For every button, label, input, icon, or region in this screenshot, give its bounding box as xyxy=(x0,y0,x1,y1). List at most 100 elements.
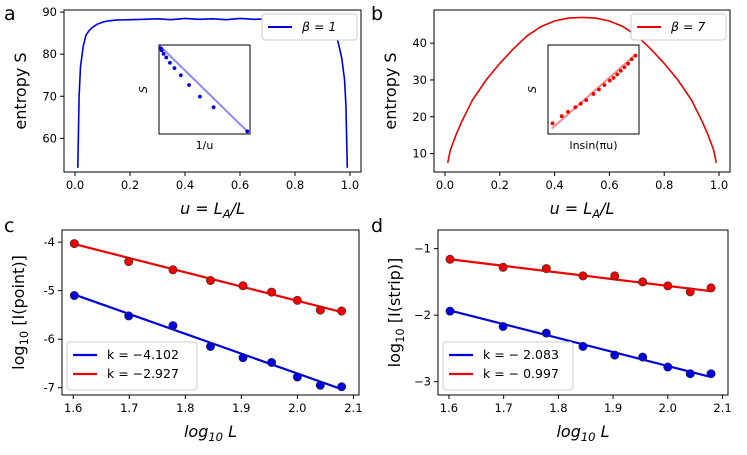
legend-label: k = − 2.083 xyxy=(483,347,559,362)
y-tick-label: 20 xyxy=(412,110,427,124)
inset-point xyxy=(178,73,183,78)
y-tick-label: −1 xyxy=(414,242,431,256)
legend-label: β = 7 xyxy=(670,19,705,34)
data-point xyxy=(541,264,551,274)
data-point xyxy=(610,271,620,281)
data-point xyxy=(638,352,648,362)
x-tick-label: 1.9 xyxy=(232,401,250,415)
inset-point xyxy=(566,109,570,114)
data-point xyxy=(69,239,79,249)
data-point xyxy=(663,281,673,291)
data-point xyxy=(578,271,588,281)
inset-point xyxy=(164,55,169,60)
x-tick-label: 0.6 xyxy=(600,178,618,192)
inset-point xyxy=(622,65,627,70)
y-tick-label: -6 xyxy=(44,332,55,346)
data-point xyxy=(267,357,277,367)
data-point xyxy=(69,291,79,301)
data-point xyxy=(206,341,216,351)
x-tick-label: 0.6 xyxy=(231,178,249,192)
x-axis-label: log10 L xyxy=(184,422,237,444)
y-tick-label: -4 xyxy=(44,235,55,249)
legend-box xyxy=(261,13,358,41)
data-point xyxy=(337,382,347,392)
series-c-1 xyxy=(69,239,347,316)
data-point xyxy=(238,281,248,291)
inset-fit-line xyxy=(158,44,248,133)
inset-point xyxy=(626,61,630,66)
data-point xyxy=(578,341,588,351)
y-tick-label: 40 xyxy=(412,36,427,50)
legend-label: k = − 0.997 xyxy=(483,366,559,381)
x-axis-label: log10 L xyxy=(556,422,609,444)
inset-point xyxy=(573,105,578,110)
data-point xyxy=(663,362,673,372)
x-tick-label: 0.4 xyxy=(545,178,563,192)
data-point xyxy=(706,283,716,293)
data-point xyxy=(168,265,178,275)
data-point xyxy=(124,257,134,267)
panel-label-a: a xyxy=(4,3,16,25)
axes-frame xyxy=(433,9,731,173)
y-tick-label: 60 xyxy=(42,131,57,145)
x-tick-label: 0.2 xyxy=(121,178,139,192)
x-tick-label: 0.2 xyxy=(491,178,509,192)
data-point xyxy=(292,295,302,305)
x-tick-label: 2.1 xyxy=(344,401,362,415)
x-tick-label: 1.7 xyxy=(495,401,513,415)
panel-c: 1.6 1.7 1.8 1.9 2.0 2.1 -7 -6 -5 -4 log10 L log10 [… xyxy=(9,229,363,444)
x-tick-label: 0.0 xyxy=(436,178,454,192)
y-tick-label: 90 xyxy=(42,5,57,19)
y-tick-label: 30 xyxy=(412,73,427,87)
inset-point xyxy=(615,72,620,77)
inset-point xyxy=(629,57,634,62)
data-point xyxy=(292,372,302,382)
legend-box xyxy=(66,341,198,391)
x-tick-label: 2.0 xyxy=(659,401,677,415)
legend-box xyxy=(442,341,574,391)
inset-point xyxy=(168,60,172,65)
y-axis-label: log10 [I(strip)] xyxy=(385,258,407,368)
x-tick-label: 1.7 xyxy=(120,401,138,415)
x-tick-label: 1.0 xyxy=(341,178,359,192)
legend-box xyxy=(630,13,727,41)
x-tick-label: 1.6 xyxy=(440,401,458,415)
x-tick-label: 0.8 xyxy=(655,178,673,192)
x-tick-label: 0.8 xyxy=(286,178,304,192)
inset-point xyxy=(187,83,191,87)
data-point xyxy=(124,311,134,321)
data-point xyxy=(445,254,455,264)
inset-y-label: S xyxy=(137,86,150,93)
inset-frame xyxy=(547,44,640,135)
inset-point xyxy=(591,92,596,96)
y-tick-label: −2 xyxy=(414,308,431,322)
inset-point xyxy=(159,48,164,53)
y-tick-label: 10 xyxy=(412,147,427,161)
inset-point xyxy=(550,121,555,126)
y-tick-label: 80 xyxy=(42,47,57,61)
axes-frame xyxy=(63,9,362,173)
x-tick-label: 1.6 xyxy=(64,401,82,415)
axes-frame xyxy=(61,229,360,396)
series-d-0 xyxy=(445,306,716,379)
inset-point xyxy=(172,66,177,71)
y-tick-label: −3 xyxy=(414,375,431,389)
data-point xyxy=(168,321,178,331)
series-b-0 xyxy=(446,16,718,163)
inset-fit-line xyxy=(550,53,637,130)
inset-a: 1/u S xyxy=(137,44,251,152)
inset-point xyxy=(602,83,607,87)
x-tick-label: 2.1 xyxy=(713,401,731,415)
inset-point xyxy=(198,94,202,99)
x-axis-label: u = LA/L xyxy=(180,199,245,221)
data-point xyxy=(638,277,648,287)
inset-b: lnsin(πu) S xyxy=(526,44,640,152)
legend-label: k = −4.102 xyxy=(107,347,179,362)
y-axis-label: log10 [I(point)] xyxy=(9,255,31,370)
inset-point xyxy=(633,53,638,58)
inset-point xyxy=(559,114,564,119)
x-tick-label: 1.8 xyxy=(549,401,567,415)
panel-b: 0.0 0.2 0.4 0.6 0.8 1.0 10 20 30 40 u = LA/L entrop… xyxy=(381,9,731,221)
panel-label-c: c xyxy=(4,215,14,237)
